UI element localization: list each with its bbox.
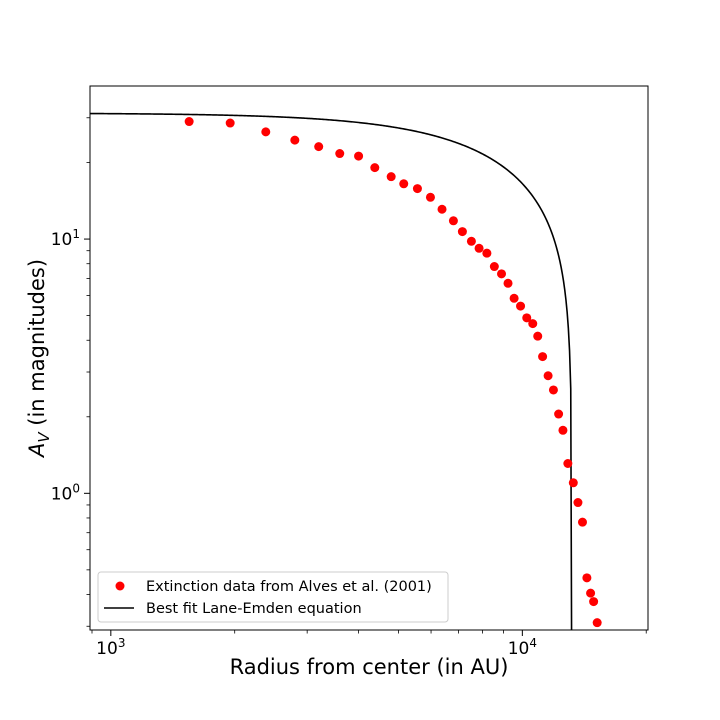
data-point — [466, 236, 476, 246]
data-point — [425, 192, 435, 202]
legend-label-line: Best fit Lane-Emden equation — [146, 601, 362, 617]
data-point — [563, 459, 573, 469]
y-tick-label: 101 — [51, 227, 80, 250]
x-tick-label: 104 — [508, 636, 537, 659]
fit-line — [90, 112, 573, 630]
data-point — [290, 135, 300, 145]
data-point — [573, 498, 583, 508]
data-point — [184, 117, 194, 127]
data-point — [548, 385, 558, 395]
data-point — [314, 142, 324, 152]
data-point — [516, 301, 526, 311]
legend-label-points: Extinction data from Alves et al. (2001) — [146, 579, 432, 595]
data-point — [437, 204, 447, 214]
plot-frame — [89, 85, 649, 631]
data-point — [370, 163, 380, 173]
data-point — [225, 118, 235, 128]
plot-area — [90, 86, 648, 630]
data-point — [589, 597, 599, 607]
data-point — [489, 262, 499, 272]
x-tick-label: 103 — [96, 636, 125, 659]
data-point — [554, 409, 564, 419]
y-axis-label-main: A — [25, 443, 49, 459]
y-tick-label: 100 — [51, 481, 80, 504]
data-point — [448, 216, 458, 226]
data-point — [261, 127, 271, 137]
data-point — [399, 179, 409, 189]
data-point — [528, 319, 538, 329]
data-point — [538, 352, 548, 362]
data-point — [568, 478, 578, 488]
y-axis-label-rest: (in magnitudes) — [25, 259, 49, 432]
y-axis-ticks: 100 101 — [51, 117, 90, 627]
data-point — [582, 573, 592, 583]
data-point — [533, 331, 543, 341]
data-point — [412, 184, 422, 194]
data-points — [184, 117, 602, 628]
data-point — [577, 517, 587, 527]
data-point — [522, 313, 532, 323]
data-point — [558, 425, 568, 435]
data-point — [474, 243, 484, 253]
legend-marker-points — [115, 581, 125, 591]
data-point — [386, 172, 396, 182]
y-axis-label: AV (in magnitudes) — [25, 259, 53, 459]
data-point — [509, 293, 519, 303]
data-point — [592, 618, 602, 628]
data-point — [543, 371, 553, 381]
data-point — [354, 151, 364, 161]
legend-box — [97, 571, 449, 623]
data-point — [482, 248, 492, 258]
data-point — [335, 149, 345, 159]
x-axis-label: Radius from center (in AU) — [230, 655, 509, 679]
data-point — [503, 278, 513, 288]
data-point — [497, 269, 507, 279]
legend: Extinction data from Alves et al. (2001)… — [97, 571, 449, 623]
data-point — [457, 227, 467, 237]
data-point — [586, 588, 596, 598]
x-axis-ticks: 103 104 — [91, 630, 647, 659]
y-axis-label-sub: V — [35, 431, 53, 443]
